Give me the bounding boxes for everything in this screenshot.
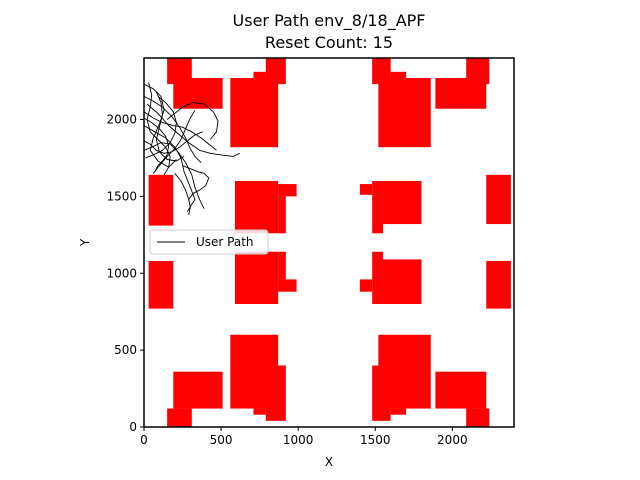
obstacle-rect-17 [486, 174, 511, 225]
obstacle-rect-10 [148, 174, 174, 226]
obstacle-rect-16 [382, 181, 422, 225]
x-axis-label: X [325, 455, 333, 469]
obstacle-rect-12 [278, 184, 297, 197]
obstacle-rect-21 [278, 251, 286, 280]
y-tick-label-2: 1000 [106, 266, 137, 280]
user-path-segment-0 [144, 83, 177, 168]
obstacle-rect-25 [486, 260, 511, 309]
y-tick-label-0: 0 [129, 420, 137, 434]
obstacle-rect-34 [435, 371, 487, 409]
obstacle-rect-6 [390, 71, 407, 78]
obstacle-rect-3 [253, 71, 266, 78]
user-path-segment-3 [144, 142, 205, 209]
obstacle-rect-18 [148, 260, 174, 309]
obstacle-rect-30 [265, 365, 286, 421]
obstacle-rect-22 [359, 279, 373, 292]
obstacle-rect-11 [234, 181, 279, 234]
legend-box [149, 229, 269, 255]
user-path-segment-13 [144, 117, 170, 173]
plot-frame [143, 57, 515, 428]
obstacle-rect-4 [265, 58, 286, 85]
obstacle-rect-15 [372, 181, 383, 234]
obstacle-rect-33 [378, 334, 431, 409]
user-path-segment-9 [145, 96, 177, 159]
user-path-segment-10 [182, 165, 210, 200]
x-tick-label-2: 1000 [283, 433, 314, 447]
obstacle-rect-26 [173, 371, 223, 409]
obstacle-rect-7 [378, 77, 431, 148]
user-path-segment-6 [146, 82, 171, 176]
obstacle-rect-29 [253, 408, 266, 415]
obstacle-rect-5 [372, 58, 391, 85]
obstacle-rect-27 [167, 408, 192, 427]
user-path-segment-2 [146, 103, 240, 157]
obstacle-rect-23 [372, 251, 383, 304]
obstacle-rect-20 [278, 279, 297, 292]
x-tick-label-1: 500 [210, 433, 233, 447]
y-tick-label-4: 2000 [106, 113, 137, 127]
x-tick-label-3: 1500 [360, 433, 391, 447]
obstacle-rect-32 [390, 408, 407, 415]
y-tick-label-3: 1500 [106, 189, 137, 203]
user-path-segment-5 [144, 111, 217, 151]
obstacle-rect-24 [382, 259, 422, 304]
y-tick-label-1: 500 [114, 343, 137, 357]
obstacle-rect-9 [466, 58, 490, 85]
y-axis-label: Y [78, 238, 92, 247]
legend-label-user-path: User Path [196, 235, 254, 249]
obstacle-rect-1 [173, 77, 223, 109]
user-path-segment-11 [144, 95, 202, 163]
user-path-segment-14 [174, 173, 191, 215]
chart-subtitle: Reset Count: 15 [264, 33, 394, 52]
obstacle-rect-2 [230, 77, 279, 148]
user-path-segment-12 [152, 110, 196, 174]
chart-title: User Path env_8/18_APF [232, 11, 426, 30]
obstacle-rect-19 [234, 251, 279, 304]
x-tick-label-0: 0 [140, 433, 148, 447]
obstacle-rect-14 [359, 184, 373, 195]
x-tick-label-4: 2000 [437, 433, 468, 447]
obstacle-rect-13 [278, 196, 286, 234]
obstacle-rect-35 [466, 408, 490, 427]
user-path-segment-8 [166, 102, 219, 140]
